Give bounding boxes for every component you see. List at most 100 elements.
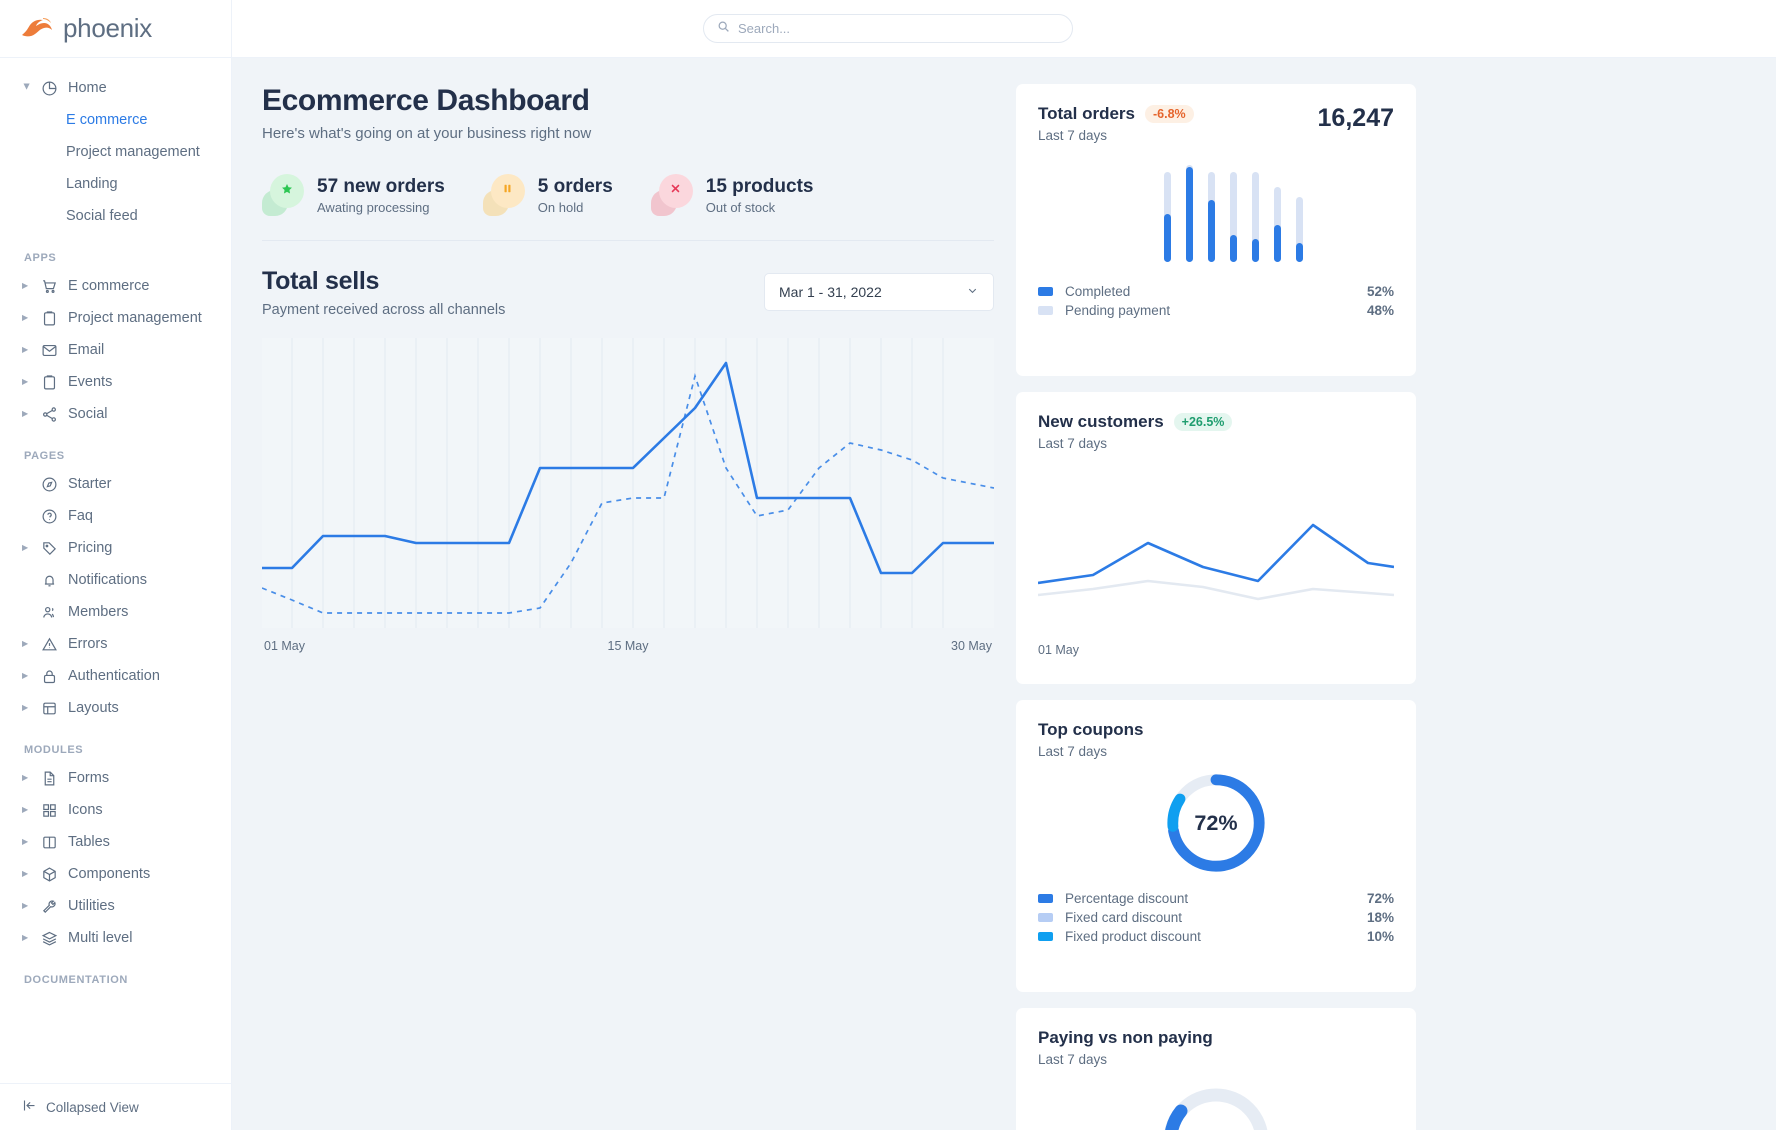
layers-icon [41, 930, 58, 947]
sidebar-item-layouts[interactable]: ▶ Layouts [0, 692, 231, 724]
stat-on-hold[interactable]: 5 orders On hold [482, 174, 613, 216]
sidebar-subitem-e-commerce[interactable]: E commerce [66, 112, 148, 128]
sidebar-item-members[interactable]: ▶ Members [0, 596, 231, 628]
chevron-down-icon [966, 284, 979, 300]
sidebar-group-label-documentation: DOCUMENTATION [24, 974, 128, 986]
sidebar-item-label: Home [68, 80, 107, 96]
card-title-text: New customers [1038, 412, 1164, 431]
sidebar-item-authentication[interactable]: ▶ Authentication [0, 660, 231, 692]
legend-value: 72% [1366, 891, 1394, 906]
sidebar-item-forms[interactable]: ▶ Forms [0, 762, 231, 794]
sidebar-item-label: Events [68, 374, 113, 390]
sidebar-item-label: Tables [68, 834, 110, 850]
question-circle-icon [41, 508, 58, 525]
stat-new-orders[interactable]: 57 new orders Awating processing [262, 174, 445, 216]
legend-swatch [1038, 894, 1053, 903]
bell-icon [41, 572, 58, 589]
chevron-right-icon: ▶ [22, 933, 29, 942]
card-period: Last 7 days [1038, 128, 1108, 143]
chevron-right-icon: ▶ [22, 837, 29, 846]
paying-gauge [1164, 1088, 1268, 1130]
sidebar-item-label: Project management [68, 310, 202, 326]
new-customers-axis: 01 May [1038, 643, 1079, 657]
card-period: Last 7 days [1038, 436, 1108, 451]
top-coupons-donut: 72% [1167, 774, 1265, 872]
compass-icon [41, 476, 58, 493]
sidebar-subitem-landing[interactable]: Landing [66, 176, 118, 192]
phoenix-bird-icon [20, 15, 54, 43]
x-mark-icon [669, 182, 682, 200]
legend-value: 48% [1366, 303, 1394, 318]
share-nodes-icon [41, 406, 58, 423]
sidebar-item-pricing[interactable]: ▶ Pricing [0, 532, 231, 564]
chevron-right-icon: ▶ [22, 639, 29, 648]
date-range-dropdown[interactable]: Mar 1 - 31, 2022 [764, 273, 994, 311]
search-input[interactable]: Search... [703, 14, 1073, 43]
sidebar-item-label: Members [68, 604, 129, 620]
search-icon [717, 20, 730, 38]
sidebar-item-label: Utilities [68, 898, 115, 914]
chevron-right-icon: ▶ [22, 377, 29, 386]
chevron-right-icon: ▶ [22, 281, 29, 290]
sidebar-item-label: Errors [68, 636, 108, 652]
sidebar-item-e-commerce[interactable]: ▶ E commerce [0, 270, 231, 302]
x-badge [650, 174, 693, 216]
sidebar-item-components[interactable]: ▶ Components [0, 858, 231, 890]
legend-swatch [1038, 306, 1053, 315]
chevron-right-icon: ▶ [22, 543, 29, 552]
main-area: Search... Ecommerce Dashboard Here's wha… [232, 0, 1776, 1130]
brand[interactable]: phoenix [0, 0, 231, 58]
legend-item: Fixed product discount 10% [1038, 927, 1394, 946]
total-orders-bars [1164, 165, 1303, 262]
card-period: Last 7 days [1038, 1052, 1108, 1067]
legend-label: Percentage discount [1065, 891, 1189, 906]
sidebar-item-errors[interactable]: ▶ Errors [0, 628, 231, 660]
sidebar-item-home[interactable]: ▶ Home [0, 72, 231, 104]
sidebar-item-icons[interactable]: ▶ Icons [0, 794, 231, 826]
chevron-right-icon: ▶ [22, 345, 29, 354]
chevron-right-icon: ▶ [22, 773, 29, 782]
tag-icon [41, 540, 58, 557]
warning-triangle-icon [41, 636, 58, 653]
date-range-value: Mar 1 - 31, 2022 [779, 284, 882, 300]
sidebar-subitem-social-feed[interactable]: Social feed [66, 208, 138, 224]
sidebar-item-label: Forms [68, 770, 110, 786]
collapsed-view-toggle[interactable]: Collapsed View [0, 1083, 231, 1130]
chevron-right-icon: ▶ [22, 805, 29, 814]
sidebar-subitem-project-management[interactable]: Project management [66, 144, 200, 160]
total-sells-title: Total sells [262, 267, 380, 295]
card-new-customers: New customers +26.5% Last 7 days 01 May [1016, 392, 1416, 684]
sidebar-item-email[interactable]: ▶ Email [0, 334, 231, 366]
sidebar-item-tables[interactable]: ▶ Tables [0, 826, 231, 858]
sidebar-item-events[interactable]: ▶ Events [0, 366, 231, 398]
sidebar-item-label: Layouts [68, 700, 119, 716]
card-title: New customers +26.5% [1038, 412, 1394, 432]
sidebar-item-faq[interactable]: ▶ Faq [0, 500, 231, 532]
sidebar-item-multi-level[interactable]: ▶ Multi level [0, 922, 231, 954]
stat-label: On hold [537, 199, 584, 215]
chevron-right-icon: ▶ [22, 83, 32, 90]
grid-squares-icon [41, 802, 58, 819]
star-badge [262, 174, 304, 216]
x-tick: 30 May [951, 639, 992, 653]
total-sells-chart: 01 May 15 May 30 May [261, 338, 995, 653]
sidebar-item-utilities[interactable]: ▶ Utilities [0, 890, 231, 922]
x-tick: 15 May [607, 639, 649, 653]
users-icon [41, 604, 58, 621]
sidebar-item-social[interactable]: ▶ Social [0, 398, 231, 430]
card-title: Top coupons [1038, 720, 1394, 740]
document-icon [41, 770, 58, 787]
sidebar-item-starter[interactable]: ▶ Starter [0, 468, 231, 500]
total-orders-value: 16,247 [1317, 104, 1394, 132]
sidebar-item-project-management[interactable]: ▶ Project management [0, 302, 231, 334]
clipboard-icon [41, 374, 58, 391]
search-placeholder: Search... [738, 21, 791, 36]
sidebar-item-notifications[interactable]: ▶ Notifications [0, 564, 231, 596]
legend-label: Pending payment [1065, 303, 1171, 318]
stat-out-of-stock[interactable]: 15 products Out of stock [650, 174, 813, 216]
total-sells-axis: 01 May 15 May 30 May [262, 639, 994, 653]
dashboard-content: Ecommerce Dashboard Here's what's going … [232, 58, 1776, 1130]
stat-label: Awating processing [317, 199, 430, 215]
sidebar-item-label: Faq [68, 508, 93, 524]
wrench-icon [41, 898, 58, 915]
